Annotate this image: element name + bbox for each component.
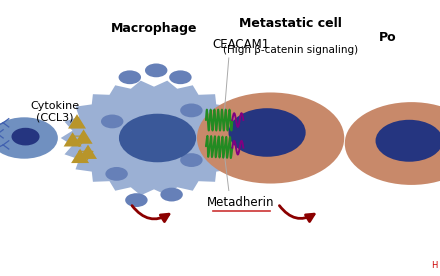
Polygon shape [79, 145, 97, 159]
Ellipse shape [345, 102, 440, 185]
Polygon shape [71, 149, 89, 163]
Polygon shape [64, 132, 81, 147]
Ellipse shape [118, 70, 141, 84]
Ellipse shape [0, 117, 58, 159]
Text: Cytokine
(CCL3): Cytokine (CCL3) [30, 101, 80, 123]
FancyArrowPatch shape [279, 206, 314, 222]
Text: Metastatic cell: Metastatic cell [239, 17, 342, 30]
Polygon shape [68, 114, 86, 129]
Ellipse shape [375, 120, 440, 162]
Text: CEACAM1: CEACAM1 [213, 38, 270, 51]
Ellipse shape [105, 167, 128, 181]
Ellipse shape [180, 153, 203, 167]
FancyArrowPatch shape [132, 206, 169, 222]
Text: Metadherin: Metadherin [207, 196, 275, 209]
Ellipse shape [11, 128, 40, 145]
Text: Macrophage: Macrophage [111, 22, 197, 36]
Ellipse shape [119, 114, 196, 162]
Text: (High β-catenin signaling): (High β-catenin signaling) [223, 45, 358, 55]
Ellipse shape [101, 115, 124, 128]
Ellipse shape [169, 70, 192, 84]
Ellipse shape [180, 104, 203, 117]
Ellipse shape [197, 92, 344, 184]
Ellipse shape [125, 193, 148, 207]
Polygon shape [75, 129, 92, 144]
Ellipse shape [160, 188, 183, 201]
Ellipse shape [145, 63, 168, 77]
Text: H: H [432, 261, 438, 270]
Text: Po: Po [379, 31, 397, 44]
Polygon shape [61, 81, 247, 195]
Ellipse shape [228, 108, 306, 157]
